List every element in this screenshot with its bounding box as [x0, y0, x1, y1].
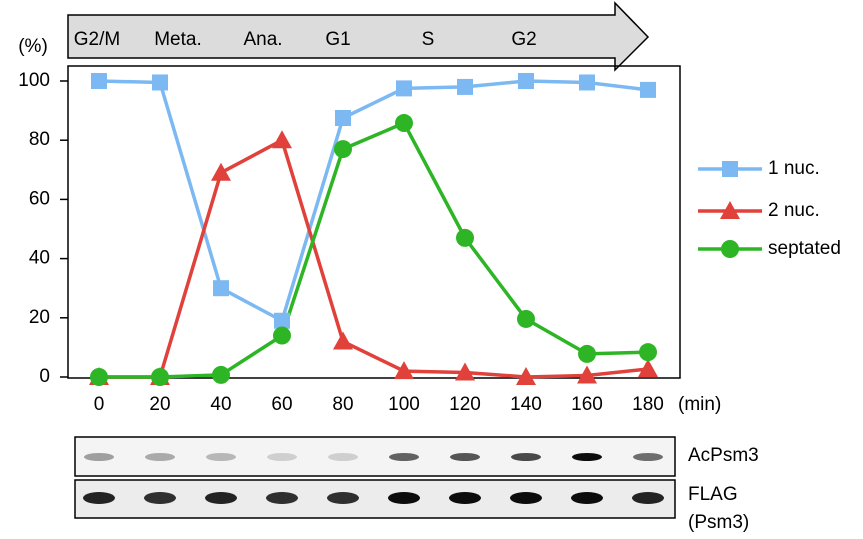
phase-label: Ana. [243, 29, 282, 50]
marker [151, 368, 169, 386]
series-line [99, 123, 648, 377]
marker [395, 114, 413, 132]
marker [639, 343, 657, 361]
phase-label: Meta. [154, 29, 202, 50]
blot-band [572, 453, 602, 461]
marker [90, 368, 108, 386]
marker [578, 345, 596, 363]
blot-band [145, 453, 175, 461]
blot-band [144, 492, 176, 504]
blot-band [84, 453, 114, 461]
x-tick-label: 60 [271, 394, 292, 415]
blot-band [83, 492, 115, 504]
marker [457, 79, 473, 95]
x-tick-label: 120 [449, 394, 481, 415]
marker [579, 74, 595, 90]
x-tick-label: 80 [332, 394, 353, 415]
marker [334, 140, 352, 158]
blot-label: FLAG [688, 484, 738, 505]
marker [152, 74, 168, 90]
phase-label: S [422, 29, 435, 50]
marker [273, 327, 291, 345]
phase-label: G2 [511, 29, 536, 50]
blot-band [206, 453, 236, 461]
blot-band [633, 453, 663, 461]
blot-band [389, 453, 419, 461]
blot-band [328, 453, 358, 461]
phase-label: G2/M [74, 29, 120, 50]
y-tick-label: 60 [29, 188, 50, 209]
marker [640, 82, 656, 98]
blot-label: AcPsm3 [688, 445, 759, 466]
marker [721, 240, 739, 258]
marker [517, 310, 535, 328]
blot-band [267, 453, 297, 461]
legend-label: 1 nuc. [768, 158, 820, 179]
marker [722, 161, 738, 177]
marker [91, 73, 107, 89]
y-tick-label: 0 [39, 366, 50, 387]
marker [518, 73, 534, 89]
marker [274, 313, 290, 329]
y-tick-label: 20 [29, 307, 50, 328]
plot-frame [68, 66, 680, 378]
series-line [99, 81, 648, 321]
marker [456, 229, 474, 247]
blot-band [450, 453, 480, 461]
marker [211, 163, 231, 181]
x-tick-label: 180 [632, 394, 664, 415]
x-tick-label: 160 [571, 394, 603, 415]
legend-label: 2 nuc. [768, 200, 820, 221]
chart: (%) (min) AcPsm3 FLAG (Psm3) G2/M Meta. An… [0, 0, 863, 539]
marker [212, 366, 230, 384]
x-tick-label: 100 [388, 394, 420, 415]
blot-band [388, 492, 420, 504]
y-tick-label: 80 [29, 129, 50, 150]
blot-band [571, 492, 603, 504]
blot-label: (Psm3) [688, 512, 749, 533]
x-tick-label: 140 [510, 394, 542, 415]
marker [335, 110, 351, 126]
blot-band [327, 492, 359, 504]
blot-band [205, 492, 237, 504]
marker [333, 331, 353, 349]
blot-band [632, 492, 664, 504]
legend-label: septated [768, 238, 841, 259]
x-tick-label: 0 [94, 394, 105, 415]
blot-band [449, 492, 481, 504]
marker [272, 130, 292, 148]
page: (%) (min) AcPsm3 FLAG (Psm3) G2/M Meta. An… [0, 0, 863, 539]
x-tick-label: 20 [149, 394, 170, 415]
marker [213, 280, 229, 296]
blot-band [510, 492, 542, 504]
blot-band [511, 453, 541, 461]
phase-label: G1 [325, 29, 350, 50]
y-tick-label: 100 [18, 70, 50, 91]
x-axis-label: (min) [678, 394, 721, 415]
marker [396, 80, 412, 96]
y-tick-label: 40 [29, 248, 50, 269]
y-axis-label: (%) [18, 36, 48, 57]
blot-band [266, 492, 298, 504]
x-tick-label: 40 [210, 394, 231, 415]
